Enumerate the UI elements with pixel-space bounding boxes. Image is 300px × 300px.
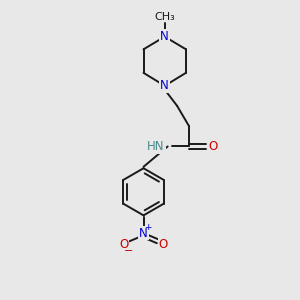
Text: N: N <box>160 79 169 92</box>
Text: O: O <box>159 238 168 251</box>
Text: N: N <box>160 30 169 43</box>
Text: O: O <box>208 140 217 153</box>
Text: −: − <box>124 246 133 256</box>
Text: N: N <box>139 226 148 239</box>
Text: CH₃: CH₃ <box>154 12 175 22</box>
Text: +: + <box>144 223 152 232</box>
Text: O: O <box>119 238 128 251</box>
Text: HN: HN <box>147 140 165 153</box>
